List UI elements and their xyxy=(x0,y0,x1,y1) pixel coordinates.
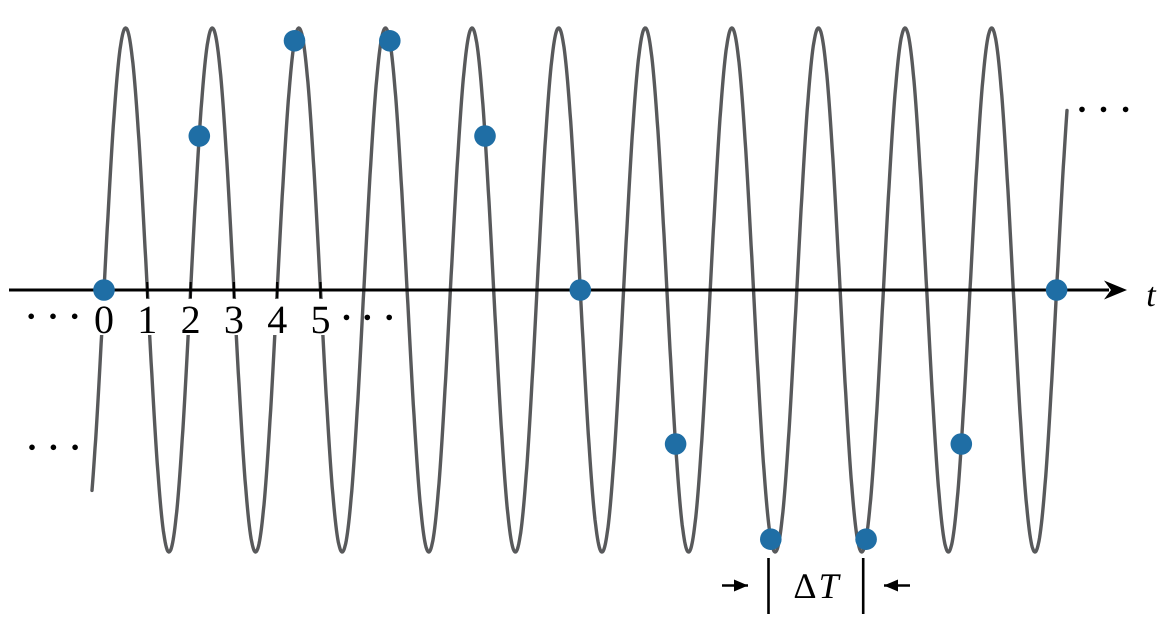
svg-text:1: 1 xyxy=(137,297,157,342)
svg-text:2: 2 xyxy=(181,297,201,342)
svg-text:5: 5 xyxy=(311,297,331,342)
svg-text:t: t xyxy=(1146,277,1157,314)
svg-text:ΔT: ΔT xyxy=(793,566,841,606)
svg-text:4: 4 xyxy=(267,297,287,342)
svg-text:0: 0 xyxy=(94,297,114,342)
svg-text:3: 3 xyxy=(224,297,244,342)
